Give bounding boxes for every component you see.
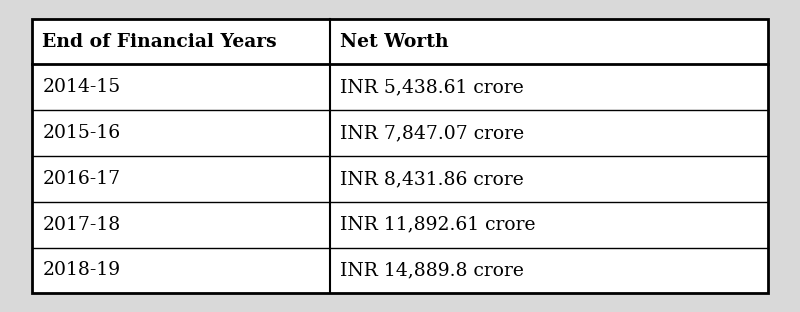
Text: 2017-18: 2017-18 (42, 216, 121, 234)
Text: INR 5,438.61 crore: INR 5,438.61 crore (341, 78, 524, 96)
Bar (32, 19, 768, 293)
Text: 2014-15: 2014-15 (42, 78, 121, 96)
Text: INR 14,889.8 crore: INR 14,889.8 crore (341, 261, 524, 280)
Bar (32, 19, 768, 293)
Text: End of Financial Years: End of Financial Years (42, 32, 277, 51)
Text: 2016-17: 2016-17 (42, 170, 121, 188)
Text: INR 7,847.07 crore: INR 7,847.07 crore (341, 124, 525, 142)
Text: INR 8,431.86 crore: INR 8,431.86 crore (341, 170, 524, 188)
Text: 2015-16: 2015-16 (42, 124, 121, 142)
Text: INR 11,892.61 crore: INR 11,892.61 crore (341, 216, 536, 234)
Text: 2018-19: 2018-19 (42, 261, 121, 280)
Text: Net Worth: Net Worth (341, 32, 449, 51)
